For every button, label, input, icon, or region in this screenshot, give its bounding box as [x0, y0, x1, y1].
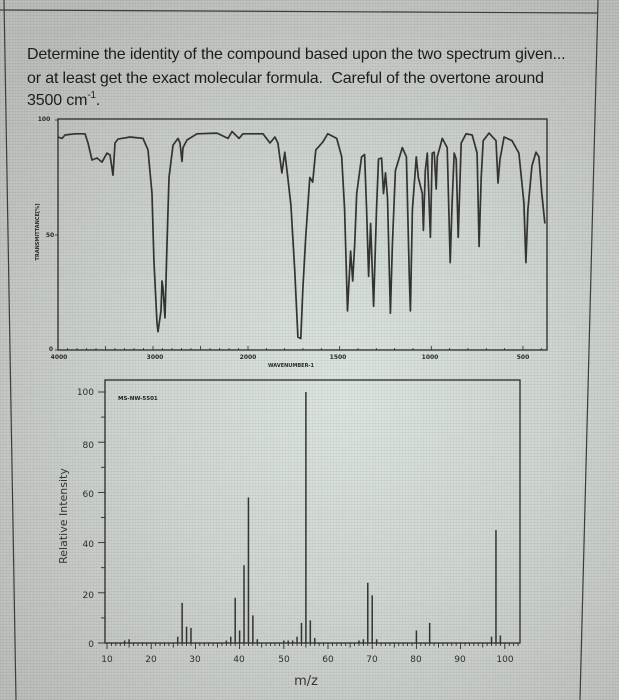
ir-spectrum-chart: 100 50 0 4000 3000 2000 1500 1000 500 WA… [35, 116, 548, 369]
ms-plot-frame [104, 379, 521, 644]
ms-xtick-50: 50 [278, 655, 290, 665]
question-wavenumber: 3500 cm [27, 92, 88, 109]
question-line-1: Determine the identity of the compound b… [27, 46, 566, 63]
ms-xtick-60: 60 [322, 655, 334, 665]
ir-xtick-2000: 2000 [240, 354, 257, 361]
ms-ytick-20: 20 [83, 591, 95, 601]
ir-x-axis-title: WAVENUMBER-1 [268, 363, 314, 369]
ir-ytick-0: 0 [49, 346, 53, 353]
ir-y-axis-title: TRANSMITTANCE[%] [35, 203, 41, 260]
question-superscript: -1 [87, 90, 96, 101]
ms-axis-ticks [98, 391, 519, 649]
ms-xtick-70: 70 [366, 655, 378, 665]
ms-xtick-30: 30 [189, 655, 201, 665]
ir-xtick-1000: 1000 [422, 354, 439, 361]
ir-xtick-3000: 3000 [147, 354, 164, 361]
photo-frame [0, 0, 599, 700]
ms-peaks [123, 392, 502, 643]
frame-right-line [579, 0, 599, 700]
ms-xtick-20: 20 [145, 655, 157, 665]
ms-ytick-100: 100 [77, 388, 94, 398]
ms-xtick-100: 100 [496, 655, 513, 665]
frame-top-line [0, 9, 599, 14]
question-period: . [95, 92, 101, 109]
ir-xtick-4000: 4000 [51, 354, 68, 361]
ms-ytick-80: 80 [83, 441, 95, 451]
ms-xtick-10: 10 [101, 655, 113, 665]
ms-y-axis-title: Relative Intensity [57, 468, 70, 564]
ms-x-axis-title: m/z [294, 674, 318, 689]
ms-ytick-0: 0 [88, 640, 94, 650]
ms-ytick-60: 60 [83, 490, 95, 500]
ir-ytick-100: 100 [38, 116, 51, 123]
question-line-2: or at least get the exact molecular form… [27, 70, 544, 87]
mass-spectrum-chart: MS-NW-5501 0 20 40 60 80 100 10 20 30 40… [57, 379, 521, 689]
ms-xtick-40: 40 [233, 655, 245, 665]
ir-xtick-1500: 1500 [330, 354, 347, 361]
frame-left-line [3, 0, 17, 700]
ms-spectrum-code: MS-NW-5501 [118, 396, 158, 402]
ms-xtick-80: 80 [410, 655, 422, 665]
ms-xtick-90: 90 [454, 655, 466, 665]
ir-xtick-500: 500 [517, 354, 530, 361]
ir-plot-frame [57, 118, 548, 351]
question-line-3: 3500 cm-1. [27, 90, 101, 113]
ir-axis-ticks [55, 119, 542, 351]
ms-ytick-40: 40 [83, 540, 95, 550]
ir-spectrum-curve [57, 130, 546, 340]
ir-ytick-50: 50 [46, 232, 54, 239]
